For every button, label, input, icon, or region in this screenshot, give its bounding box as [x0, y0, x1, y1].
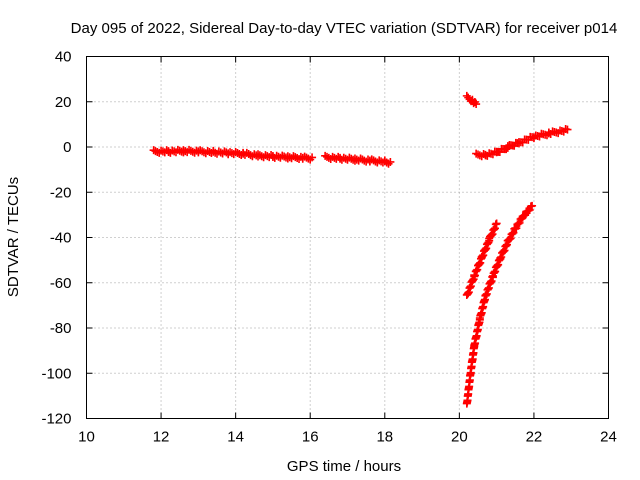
data-point: [506, 234, 515, 243]
series-segment-6: [462, 201, 537, 408]
y-tick-label: -20: [50, 184, 72, 201]
data-point: [492, 219, 501, 228]
data-point: [497, 253, 506, 262]
data-point: [496, 253, 505, 262]
grid-lines: [86, 56, 609, 419]
data-point: [472, 149, 481, 158]
data-point: [308, 153, 317, 162]
data-point: [515, 218, 524, 227]
data-point: [485, 236, 494, 245]
y-tick-label: 20: [55, 94, 72, 111]
data-point: [499, 247, 508, 256]
data-point: [563, 125, 572, 134]
data-point: [503, 240, 511, 249]
series-segment-2: [321, 151, 395, 168]
series-segment-4: [472, 125, 572, 161]
x-axis-label: GPS time / hours: [287, 458, 401, 475]
y-tick-label: -80: [50, 320, 72, 337]
x-tick-label: 10: [78, 429, 95, 446]
y-axis-label: SDTVAR / TECUs: [5, 177, 22, 297]
data-point: [528, 201, 537, 210]
data-point: [472, 100, 481, 109]
data-point: [509, 228, 518, 237]
data-point: [304, 154, 313, 163]
data-point: [487, 230, 496, 239]
x-tick-label: 16: [302, 429, 319, 446]
data-point: [488, 230, 497, 239]
data-point: [525, 206, 534, 215]
x-tick-label: 24: [600, 429, 617, 446]
data-point: [490, 225, 499, 234]
data-point: [386, 157, 395, 166]
data-point: [486, 231, 495, 240]
y-tick-label: -120: [41, 411, 71, 428]
data-point: [502, 241, 511, 250]
data-point: [512, 224, 521, 233]
y-tick-label: -100: [41, 365, 71, 382]
series-segment-1: [149, 145, 317, 164]
axis-ticks: 10 12 14 16 18 20 22 24 -120 -100 -80 -60 -40 -20 0 20 4…: [41, 49, 616, 446]
data-point: [521, 211, 530, 220]
x-tick-label: 22: [526, 429, 543, 446]
x-tick-label: 20: [451, 429, 468, 446]
y-tick-label: -40: [50, 230, 72, 247]
data-point: [501, 242, 510, 251]
data-point: [500, 246, 509, 255]
plot-frame: [86, 56, 609, 419]
data-point: [490, 224, 499, 233]
y-tick-label: 0: [63, 139, 71, 156]
chart-title: Day 095 of 2022, Sidereal Day-to-day VTE…: [71, 20, 618, 37]
series-segment-5: [462, 219, 501, 299]
x-tick-label: 18: [376, 429, 393, 446]
y-tick-label: -60: [50, 275, 72, 292]
x-tick-label: 14: [227, 429, 244, 446]
x-tick-label: 12: [153, 429, 170, 446]
data-point: [489, 226, 498, 235]
y-tick-label: 40: [55, 49, 72, 66]
data-point: [491, 220, 500, 229]
data-series: [149, 91, 572, 408]
series-segment-3: [462, 91, 481, 109]
data-point: [498, 248, 507, 257]
data-point: [149, 146, 158, 155]
